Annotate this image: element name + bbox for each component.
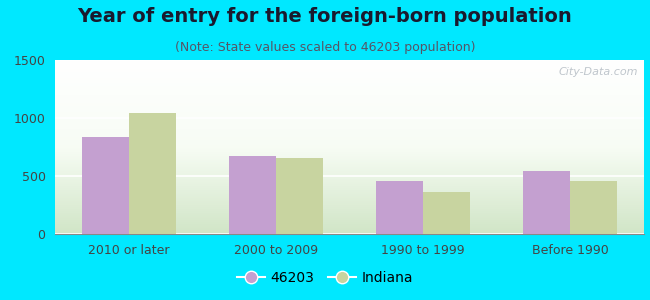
Bar — [229, 156, 276, 234]
Text: Year of entry for the foreign-born population: Year of entry for the foreign-born popul… — [77, 8, 573, 26]
Bar — [423, 192, 470, 234]
Bar — [276, 158, 323, 234]
Legend: 46203, Indiana: 46203, Indiana — [231, 265, 419, 290]
Text: (Note: State values scaled to 46203 population): (Note: State values scaled to 46203 popu… — [175, 40, 475, 53]
Bar — [129, 113, 176, 234]
Bar — [376, 181, 423, 234]
Bar — [523, 171, 570, 234]
Bar — [82, 136, 129, 234]
Text: City-Data.com: City-Data.com — [558, 67, 638, 77]
Bar — [570, 181, 617, 234]
